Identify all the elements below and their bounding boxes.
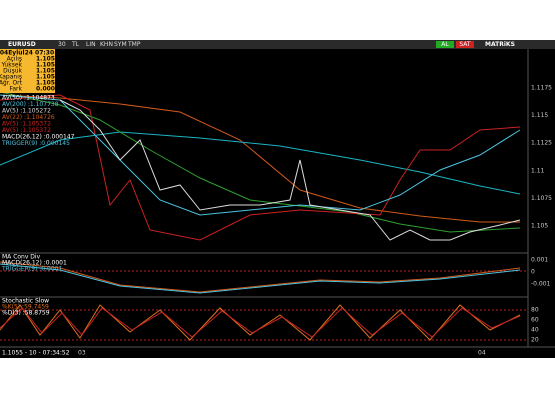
legend-item: %K(5) :59.7459	[2, 304, 49, 311]
date-label: 03	[78, 350, 86, 357]
toolbar-button[interactable]: TL	[71, 41, 80, 48]
info-value: 1.1058	[36, 62, 59, 69]
axis-label: 1.1125	[531, 140, 552, 147]
axis-label: 1.105	[531, 223, 548, 230]
axis-label: 1.115	[531, 112, 548, 119]
toolbar-button[interactable]: SYM	[114, 41, 127, 48]
symbol: EURUSD	[8, 41, 36, 48]
toolbar-button[interactable]: LIN	[86, 41, 96, 48]
toolbar	[0, 40, 555, 49]
status-text: 1.1055 - 10 - 07:34:52	[2, 350, 70, 357]
info-label: Fark	[9, 86, 22, 93]
date-label: 04	[478, 350, 486, 357]
sell-button[interactable]	[456, 41, 474, 48]
legend-item: %D(3) :58.8759	[2, 310, 50, 317]
legend-item: TRIGGER(9) :0.000145	[1, 140, 70, 147]
legend-item: MACD(26,12) :0.000147	[2, 134, 75, 141]
info-value: 1.1055	[36, 56, 59, 63]
price-line	[59, 99, 521, 241]
legend-item: AV(200) :1.107738	[2, 101, 59, 108]
pane-title: MA Conv Div	[2, 254, 41, 261]
info-label: Kapanış	[0, 74, 22, 81]
info-value: 1.1054	[36, 80, 59, 87]
ma-line	[0, 94, 520, 223]
axis-label: 80	[531, 307, 539, 314]
legend-item: AV(5) :1.105372	[2, 127, 51, 134]
buy-button[interactable]	[436, 41, 454, 48]
legend-item: AV(5) :1.105372	[2, 121, 51, 128]
info-date: 04Eylül24 07:30	[0, 50, 54, 57]
pane-title: Stochastic Slow	[2, 298, 49, 305]
info-value: 1.1054	[36, 68, 59, 75]
toolbar-button[interactable]: TMP	[127, 41, 141, 48]
sell-label[interactable]: SAT	[459, 41, 471, 48]
ma-line	[0, 91, 521, 233]
info-value: 0.0001	[36, 86, 59, 93]
legend-item: TRIGGER(9) :0.0001	[1, 266, 62, 273]
trigger-line	[0, 263, 521, 294]
axis-label: 20	[531, 337, 539, 344]
macd-line	[0, 261, 521, 293]
band-line	[0, 94, 521, 241]
info-label: Açılış	[7, 56, 22, 63]
band-line	[0, 94, 521, 216]
toolbar-button[interactable]: 30	[58, 41, 66, 48]
info-label: Düşük	[3, 68, 22, 75]
buy-label[interactable]: AL	[441, 41, 449, 48]
toolbar-button[interactable]: KHN	[100, 41, 113, 48]
brand[interactable]: MATRiKS	[485, 41, 515, 48]
axis-label: 40	[531, 327, 539, 334]
info-value: 1.1055	[36, 74, 59, 81]
stoch-d	[0, 307, 521, 338]
legend-item: AV(5) :1.105272	[2, 108, 51, 115]
legend-item: AV(22) :1.104726	[2, 114, 55, 121]
axis-label: 0.001	[531, 257, 548, 264]
legend-item: MACD(26,12) :0.0001	[2, 260, 67, 267]
info-box	[0, 49, 55, 93]
axis-label: 60	[531, 317, 539, 324]
axis-label: 0	[531, 269, 535, 276]
axis-label: 1.1075	[531, 195, 552, 202]
axis-label: 1.11	[531, 167, 545, 174]
info-label: Ağr. Ort	[0, 80, 23, 87]
ma-line	[0, 131, 521, 195]
chart-bg	[0, 40, 555, 358]
info-label: Yüksek	[0, 62, 22, 69]
axis-label: -0.001	[531, 281, 551, 288]
legend-item: AV(50) :1.104873	[2, 95, 55, 102]
axis-label: 1.1175	[531, 85, 552, 92]
